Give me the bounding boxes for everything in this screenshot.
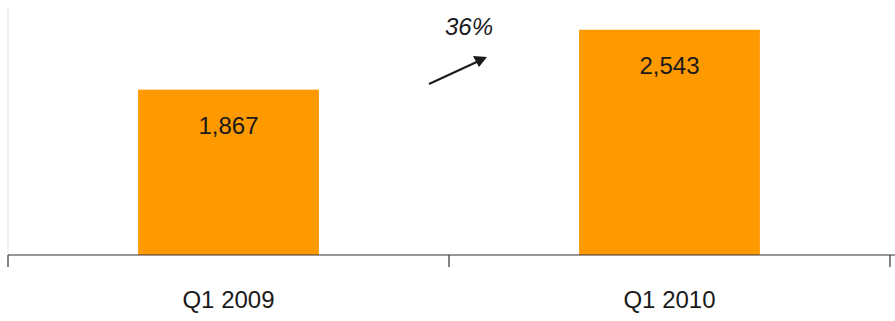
annotation-arrow — [429, 60, 481, 84]
x-tick — [448, 255, 449, 267]
bars — [138, 30, 760, 255]
x-tick — [889, 255, 890, 267]
chart: 1,867 Q1 2009 2,543 Q1 2010 36% — [0, 0, 895, 321]
chart-container: 1,867 Q1 2009 2,543 Q1 2010 36% — [0, 0, 895, 321]
annotation: 36% — [445, 13, 493, 40]
x-tick-label: Q1 2009 — [182, 286, 274, 313]
x-axis-line — [8, 254, 895, 255]
x-tick — [7, 255, 8, 267]
data-label: 1,867 — [198, 112, 258, 139]
x-tick-label: Q1 2010 — [623, 286, 715, 313]
bar — [138, 90, 319, 255]
bar — [579, 30, 760, 255]
annotation-arrowhead — [473, 56, 487, 67]
data-label: 2,543 — [639, 52, 699, 79]
labels: 1,867 Q1 2009 2,543 Q1 2010 36% — [182, 13, 715, 313]
y-axis-line — [8, 7, 9, 255]
